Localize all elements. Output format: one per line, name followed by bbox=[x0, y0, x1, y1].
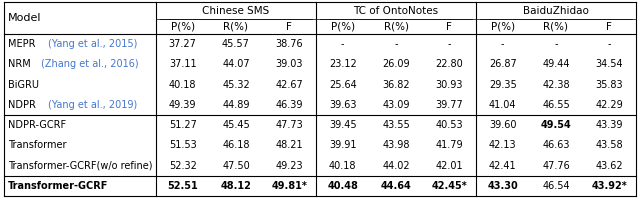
Text: R(%): R(%) bbox=[543, 22, 568, 31]
Text: 26.87: 26.87 bbox=[489, 59, 516, 69]
Text: 22.80: 22.80 bbox=[435, 59, 463, 69]
Text: 39.91: 39.91 bbox=[329, 140, 356, 150]
Text: 46.18: 46.18 bbox=[222, 140, 250, 150]
Text: -: - bbox=[607, 39, 611, 49]
Text: 42.67: 42.67 bbox=[275, 80, 303, 90]
Text: 45.57: 45.57 bbox=[222, 39, 250, 49]
Text: R(%): R(%) bbox=[383, 22, 408, 31]
Text: (Yang et al., 2015): (Yang et al., 2015) bbox=[47, 39, 137, 49]
Text: 52.32: 52.32 bbox=[169, 161, 196, 171]
Text: 40.18: 40.18 bbox=[169, 80, 196, 90]
Text: 40.48: 40.48 bbox=[327, 181, 358, 191]
Text: 47.73: 47.73 bbox=[275, 120, 303, 130]
Text: 46.39: 46.39 bbox=[276, 100, 303, 110]
Text: 29.35: 29.35 bbox=[489, 80, 516, 90]
Text: P(%): P(%) bbox=[491, 22, 515, 31]
Text: P(%): P(%) bbox=[331, 22, 355, 31]
Text: 23.12: 23.12 bbox=[329, 59, 356, 69]
Text: -: - bbox=[394, 39, 397, 49]
Text: 25.64: 25.64 bbox=[329, 80, 356, 90]
Text: 43.39: 43.39 bbox=[596, 120, 623, 130]
Text: 43.62: 43.62 bbox=[596, 161, 623, 171]
Text: 38.76: 38.76 bbox=[276, 39, 303, 49]
Text: NDPR-GCRF: NDPR-GCRF bbox=[8, 120, 66, 130]
Text: 39.45: 39.45 bbox=[329, 120, 356, 130]
Text: 43.58: 43.58 bbox=[596, 140, 623, 150]
Text: 39.03: 39.03 bbox=[276, 59, 303, 69]
Text: 39.60: 39.60 bbox=[489, 120, 516, 130]
Text: R(%): R(%) bbox=[223, 22, 248, 31]
Text: 47.76: 47.76 bbox=[542, 161, 570, 171]
Text: F: F bbox=[286, 22, 292, 31]
Text: -: - bbox=[554, 39, 557, 49]
Text: 43.55: 43.55 bbox=[382, 120, 410, 130]
Text: 48.21: 48.21 bbox=[276, 140, 303, 150]
Text: 43.98: 43.98 bbox=[382, 140, 410, 150]
Text: -: - bbox=[447, 39, 451, 49]
Text: 43.30: 43.30 bbox=[487, 181, 518, 191]
Text: 46.54: 46.54 bbox=[542, 181, 570, 191]
Text: (Zhang et al., 2016): (Zhang et al., 2016) bbox=[42, 59, 139, 69]
Text: 42.41: 42.41 bbox=[489, 161, 516, 171]
Text: 41.79: 41.79 bbox=[436, 140, 463, 150]
Text: -: - bbox=[341, 39, 344, 49]
Text: Transformer-GCRF: Transformer-GCRF bbox=[8, 181, 108, 191]
Text: 44.64: 44.64 bbox=[381, 181, 412, 191]
Text: 44.89: 44.89 bbox=[222, 100, 250, 110]
Text: NDPR: NDPR bbox=[8, 100, 39, 110]
Text: 42.38: 42.38 bbox=[542, 80, 570, 90]
Text: 52.51: 52.51 bbox=[167, 181, 198, 191]
Text: (Yang et al., 2019): (Yang et al., 2019) bbox=[48, 100, 137, 110]
Text: 40.18: 40.18 bbox=[329, 161, 356, 171]
Text: 45.32: 45.32 bbox=[222, 80, 250, 90]
Text: 42.01: 42.01 bbox=[436, 161, 463, 171]
Text: BiGRU: BiGRU bbox=[8, 80, 39, 90]
Text: BaiduZhidao: BaiduZhidao bbox=[523, 6, 589, 15]
Text: 45.45: 45.45 bbox=[222, 120, 250, 130]
Text: -: - bbox=[501, 39, 504, 49]
Text: NRM: NRM bbox=[8, 59, 34, 69]
Text: 49.54: 49.54 bbox=[541, 120, 572, 130]
Text: P(%): P(%) bbox=[171, 22, 195, 31]
Text: 35.83: 35.83 bbox=[596, 80, 623, 90]
Text: 46.55: 46.55 bbox=[542, 100, 570, 110]
Text: 44.07: 44.07 bbox=[222, 59, 250, 69]
Text: 43.09: 43.09 bbox=[382, 100, 410, 110]
Text: 49.39: 49.39 bbox=[169, 100, 196, 110]
Text: 47.50: 47.50 bbox=[222, 161, 250, 171]
Text: 42.45*: 42.45* bbox=[431, 181, 467, 191]
Text: 42.13: 42.13 bbox=[489, 140, 516, 150]
Text: 51.53: 51.53 bbox=[169, 140, 196, 150]
Text: Transformer: Transformer bbox=[8, 140, 67, 150]
Text: TC of OntoNotes: TC of OntoNotes bbox=[353, 6, 438, 15]
Text: Model: Model bbox=[8, 13, 42, 23]
Text: Transformer-GCRF(w/o refine): Transformer-GCRF(w/o refine) bbox=[8, 161, 152, 171]
Text: 26.09: 26.09 bbox=[382, 59, 410, 69]
Text: 49.81*: 49.81* bbox=[271, 181, 307, 191]
Text: 49.23: 49.23 bbox=[276, 161, 303, 171]
Text: 39.63: 39.63 bbox=[329, 100, 356, 110]
Text: 30.93: 30.93 bbox=[436, 80, 463, 90]
Text: 39.77: 39.77 bbox=[435, 100, 463, 110]
Text: 51.27: 51.27 bbox=[169, 120, 196, 130]
Text: 42.29: 42.29 bbox=[595, 100, 623, 110]
Text: 48.12: 48.12 bbox=[221, 181, 252, 191]
Text: Chinese SMS: Chinese SMS bbox=[202, 6, 269, 15]
Text: F: F bbox=[606, 22, 612, 31]
Text: 34.54: 34.54 bbox=[596, 59, 623, 69]
Text: 37.11: 37.11 bbox=[169, 59, 196, 69]
Text: 44.02: 44.02 bbox=[382, 161, 410, 171]
Text: 36.82: 36.82 bbox=[382, 80, 410, 90]
Text: MEPR: MEPR bbox=[8, 39, 38, 49]
Text: F: F bbox=[446, 22, 452, 31]
Text: 46.63: 46.63 bbox=[542, 140, 570, 150]
Text: 41.04: 41.04 bbox=[489, 100, 516, 110]
Text: 49.44: 49.44 bbox=[542, 59, 570, 69]
Text: 37.27: 37.27 bbox=[169, 39, 196, 49]
Text: 40.53: 40.53 bbox=[436, 120, 463, 130]
Text: 43.92*: 43.92* bbox=[591, 181, 627, 191]
